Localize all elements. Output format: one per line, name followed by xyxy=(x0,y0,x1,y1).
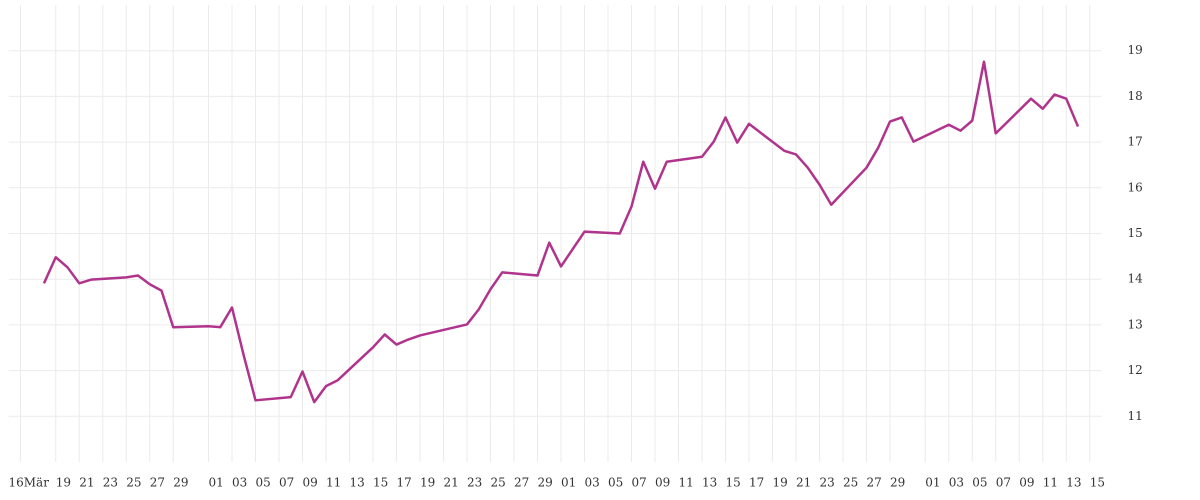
y-tick-label: 11 xyxy=(1128,409,1143,423)
x-tick-label: 11 xyxy=(326,476,341,490)
y-tick-label: 12 xyxy=(1128,363,1143,377)
x-tick-label: 16Mär xyxy=(9,476,50,490)
x-tick-label: 09 xyxy=(655,476,670,490)
x-tick-label: 13 xyxy=(1066,476,1081,490)
x-tick-label: 29 xyxy=(890,476,905,490)
x-tick-label: 19 xyxy=(56,476,71,490)
x-tick-label: 07 xyxy=(279,476,294,490)
data-line xyxy=(42,60,1080,404)
y-tick-label: 15 xyxy=(1128,226,1143,240)
x-tick-label: 11 xyxy=(1043,476,1058,490)
y-tick-label: 18 xyxy=(1128,89,1143,103)
x-tick-label: 05 xyxy=(256,476,271,490)
x-tick-label: 19 xyxy=(773,476,788,490)
y-tick-label: 17 xyxy=(1128,135,1143,149)
x-tick-label: 15 xyxy=(373,476,388,490)
y-tick-label: 19 xyxy=(1128,43,1143,57)
x-tick-label: 21 xyxy=(79,476,94,490)
x-tick-label: 09 xyxy=(303,476,318,490)
y-tick-label: 14 xyxy=(1128,272,1144,286)
x-tick-label: 17 xyxy=(397,476,412,490)
x-tick-label: 25 xyxy=(491,476,506,490)
x-tick-label: 05 xyxy=(972,476,987,490)
x-tick-label: 03 xyxy=(949,476,964,490)
x-tick-label: 15 xyxy=(726,476,741,490)
x-tick-label: 05 xyxy=(608,476,623,490)
x-tick-label: 21 xyxy=(444,476,459,490)
x-tick-label: 25 xyxy=(843,476,858,490)
x-tick-label: 03 xyxy=(232,476,247,490)
x-tick-label: 23 xyxy=(467,476,482,490)
x-tick-label: 15 xyxy=(1090,476,1105,490)
x-tick-label: 23 xyxy=(103,476,118,490)
y-tick-label: 13 xyxy=(1128,317,1143,331)
x-tick-label: 03 xyxy=(585,476,600,490)
x-tick-label: 07 xyxy=(632,476,647,490)
x-tick-label: 23 xyxy=(820,476,835,490)
x-tick-label: 13 xyxy=(702,476,717,490)
x-tick-label: 27 xyxy=(514,476,529,490)
x-tick-label: 01 xyxy=(209,476,224,490)
x-tick-label: 09 xyxy=(1019,476,1034,490)
x-tick-label: 01 xyxy=(561,476,576,490)
x-tick-label: 13 xyxy=(350,476,365,490)
x-tick-label: 29 xyxy=(538,476,553,490)
x-tick-label: 25 xyxy=(126,476,141,490)
x-tick-label: 29 xyxy=(173,476,188,490)
x-tick-label: 11 xyxy=(679,476,694,490)
x-tick-label: 17 xyxy=(749,476,764,490)
x-tick-label: 27 xyxy=(150,476,165,490)
x-tick-label: 21 xyxy=(796,476,811,490)
x-tick-label: 27 xyxy=(867,476,882,490)
y-tick-label: 16 xyxy=(1128,180,1143,194)
x-tick-label: 07 xyxy=(996,476,1011,490)
x-tick-label: 01 xyxy=(925,476,940,490)
x-tick-label: 19 xyxy=(420,476,435,490)
